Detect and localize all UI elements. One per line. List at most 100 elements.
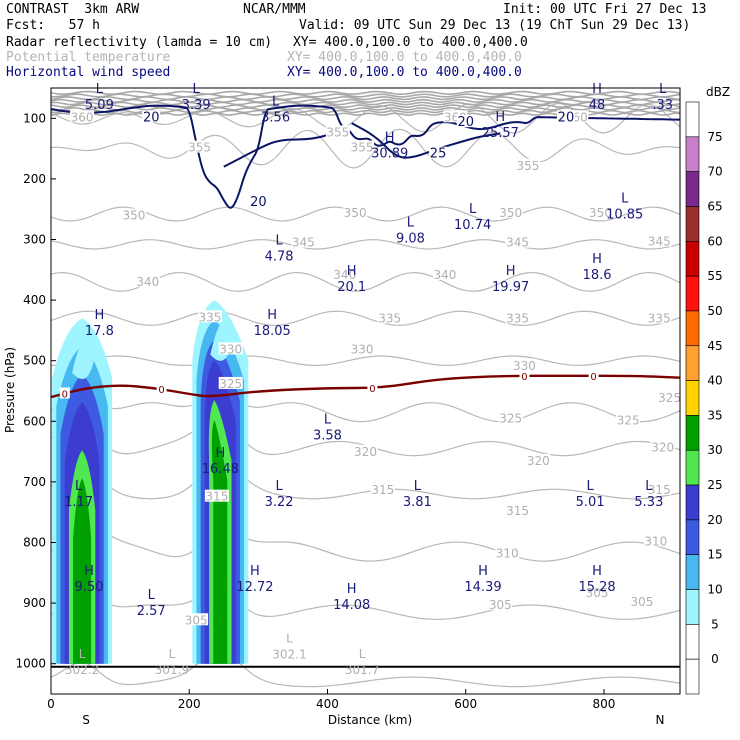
theta-label-bg-38 [488,598,513,611]
wind-extrema-symbol-9: L [407,216,415,231]
x-tick-label-4: 800 [593,697,616,711]
colorbar-label-10: 10 [707,583,722,597]
wind-contour-20-inner [223,129,342,168]
theta-label-21: 330 [219,342,242,356]
wind-extrema-value-2: 3.56 [261,110,290,125]
wind-extrema-value-24: 2.57 [137,604,166,619]
theta-label-bg-3 [70,110,95,123]
freezing-level-label-3: 0 [521,372,527,383]
x-axis-left-end: S [82,713,90,727]
reflectivity-band-1-5 [211,420,228,664]
theta-label-bg-19 [505,311,530,324]
theta-label-20: 335 [648,311,671,325]
wind-extrema-value-26: 14.08 [333,598,370,613]
theta-label-bg-12 [505,235,530,248]
colorbar-swatch-2 [685,171,700,207]
theta-label-8: 350 [344,206,367,220]
wind-label-3: 20 [558,110,575,125]
freezing-label-bg-1 [156,383,167,395]
colorbar-swatch-5 [685,275,700,312]
y-tick-label-8: 900 [23,596,46,610]
colorbar-swatch-10 [685,449,700,486]
wind-extrema-value-4: 25.57 [482,126,519,141]
field-theta-label: Potential temperature [6,50,171,65]
theta-label-32: 315 [371,483,394,497]
freezing-label-bg-3 [519,369,530,381]
theta-label-bg-8 [343,206,368,219]
theta-label-bg-34 [647,482,672,495]
theta-label-bg-6 [325,125,350,138]
wind-extrema-symbol-20: L [414,479,422,494]
theta-label-bg-9 [498,206,523,219]
theta-label-7: 350 [122,208,145,222]
colorbar-swatch-6 [685,310,700,347]
theta-label-bg-28 [353,444,378,457]
freezing-level: 0 0 0 0 0 [51,369,680,400]
theta-label-33: 315 [506,504,529,518]
theta-label-30: 320 [651,441,674,455]
colorbar-label-75: 75 [707,130,722,144]
theta-top-band-2 [51,96,680,101]
reflectivity-cells [52,300,249,664]
theta-extrema-value-3: 301.7 [345,663,379,677]
plot-area [51,88,680,694]
wind-extrema-value-9: 9.08 [396,232,425,247]
theta-contour-310 [51,522,680,562]
freezing-level-label-0: 0 [62,389,68,400]
wind-extrema-symbol-0: L [96,82,104,97]
theta-extrema-symbol-1: L [169,647,176,661]
theta-label-bg-27 [657,390,682,403]
theta-contour-335 [51,310,680,326]
theta-label-13: 345 [648,235,671,249]
field-reflectivity-xy: XY= 400.0,100.0 to 400.0,400.0 [293,35,528,50]
wind-label-1: 20 [250,195,267,210]
theta-label-bg-2 [515,158,540,171]
header-org: NCAR/MMM [243,2,306,17]
wind-label-bg-3 [556,110,575,123]
x-axis-label: Distance (km) [328,713,412,727]
wind-extrema-symbol-27: H [478,564,488,579]
theta-label-bg-7 [121,208,146,221]
header-fcst: Fcst: 57 h [6,18,100,33]
theta-label-34: 315 [648,483,671,497]
x-axis-right-end: N [656,713,665,727]
wind-extrema-value-11: 20.1 [337,280,366,295]
theta-label-35: 310 [496,547,519,561]
theta-extrema-value-2: 302.1 [272,648,306,662]
theta-label-40: 305 [631,595,654,609]
theta-label-1: 355 [351,141,374,155]
wind-extrema-symbol-11: H [347,264,357,279]
theta-top-band-4 [51,101,680,106]
plot-frame [50,87,681,695]
wind-extrema-symbol-5: H [592,82,602,97]
wind-extrema-symbol-1: L [193,82,201,97]
colorbar-label-20: 20 [707,513,722,527]
theta-contour-305 [51,589,680,620]
theta-label-bg-18 [377,311,402,324]
colorbar-label-15: 15 [707,548,722,562]
wind-extrema-value-7: 10.85 [606,207,643,222]
wind-extrema-symbol-26: H [347,582,357,597]
header-init: Init: 00 UTC Fri 27 Dec 13 [503,2,707,17]
reflectivity-band-0-5 [73,478,92,664]
theta-label-9: 350 [499,206,522,220]
wind-label-bg-4 [429,146,448,159]
theta-label-bg-32 [370,482,395,495]
theta-label-bg-29 [526,453,551,466]
theta-top-band-3 [51,98,680,103]
freezing-level-line [51,374,680,399]
theta-label-39: 305 [586,586,609,600]
freezing-label-bg-2 [367,381,378,393]
y-tick-label-2: 300 [23,233,46,247]
colorbar-label-35: 35 [707,408,722,422]
colorbar-swatch-12 [685,519,700,556]
theta-label-bg-13 [647,234,672,247]
wind-label-bg-2 [456,115,475,128]
wind-extrema-symbol-19: L [275,479,283,494]
wind-label-bg-0 [142,110,161,123]
wind-extrema-symbol-12: H [506,264,516,279]
wind-label-bg-1 [249,195,268,208]
theta-extrema-symbol-2: L [286,632,293,646]
wind-extrema-symbol-2: L [272,94,280,109]
theta-extrema-symbol-3: L [359,647,366,661]
